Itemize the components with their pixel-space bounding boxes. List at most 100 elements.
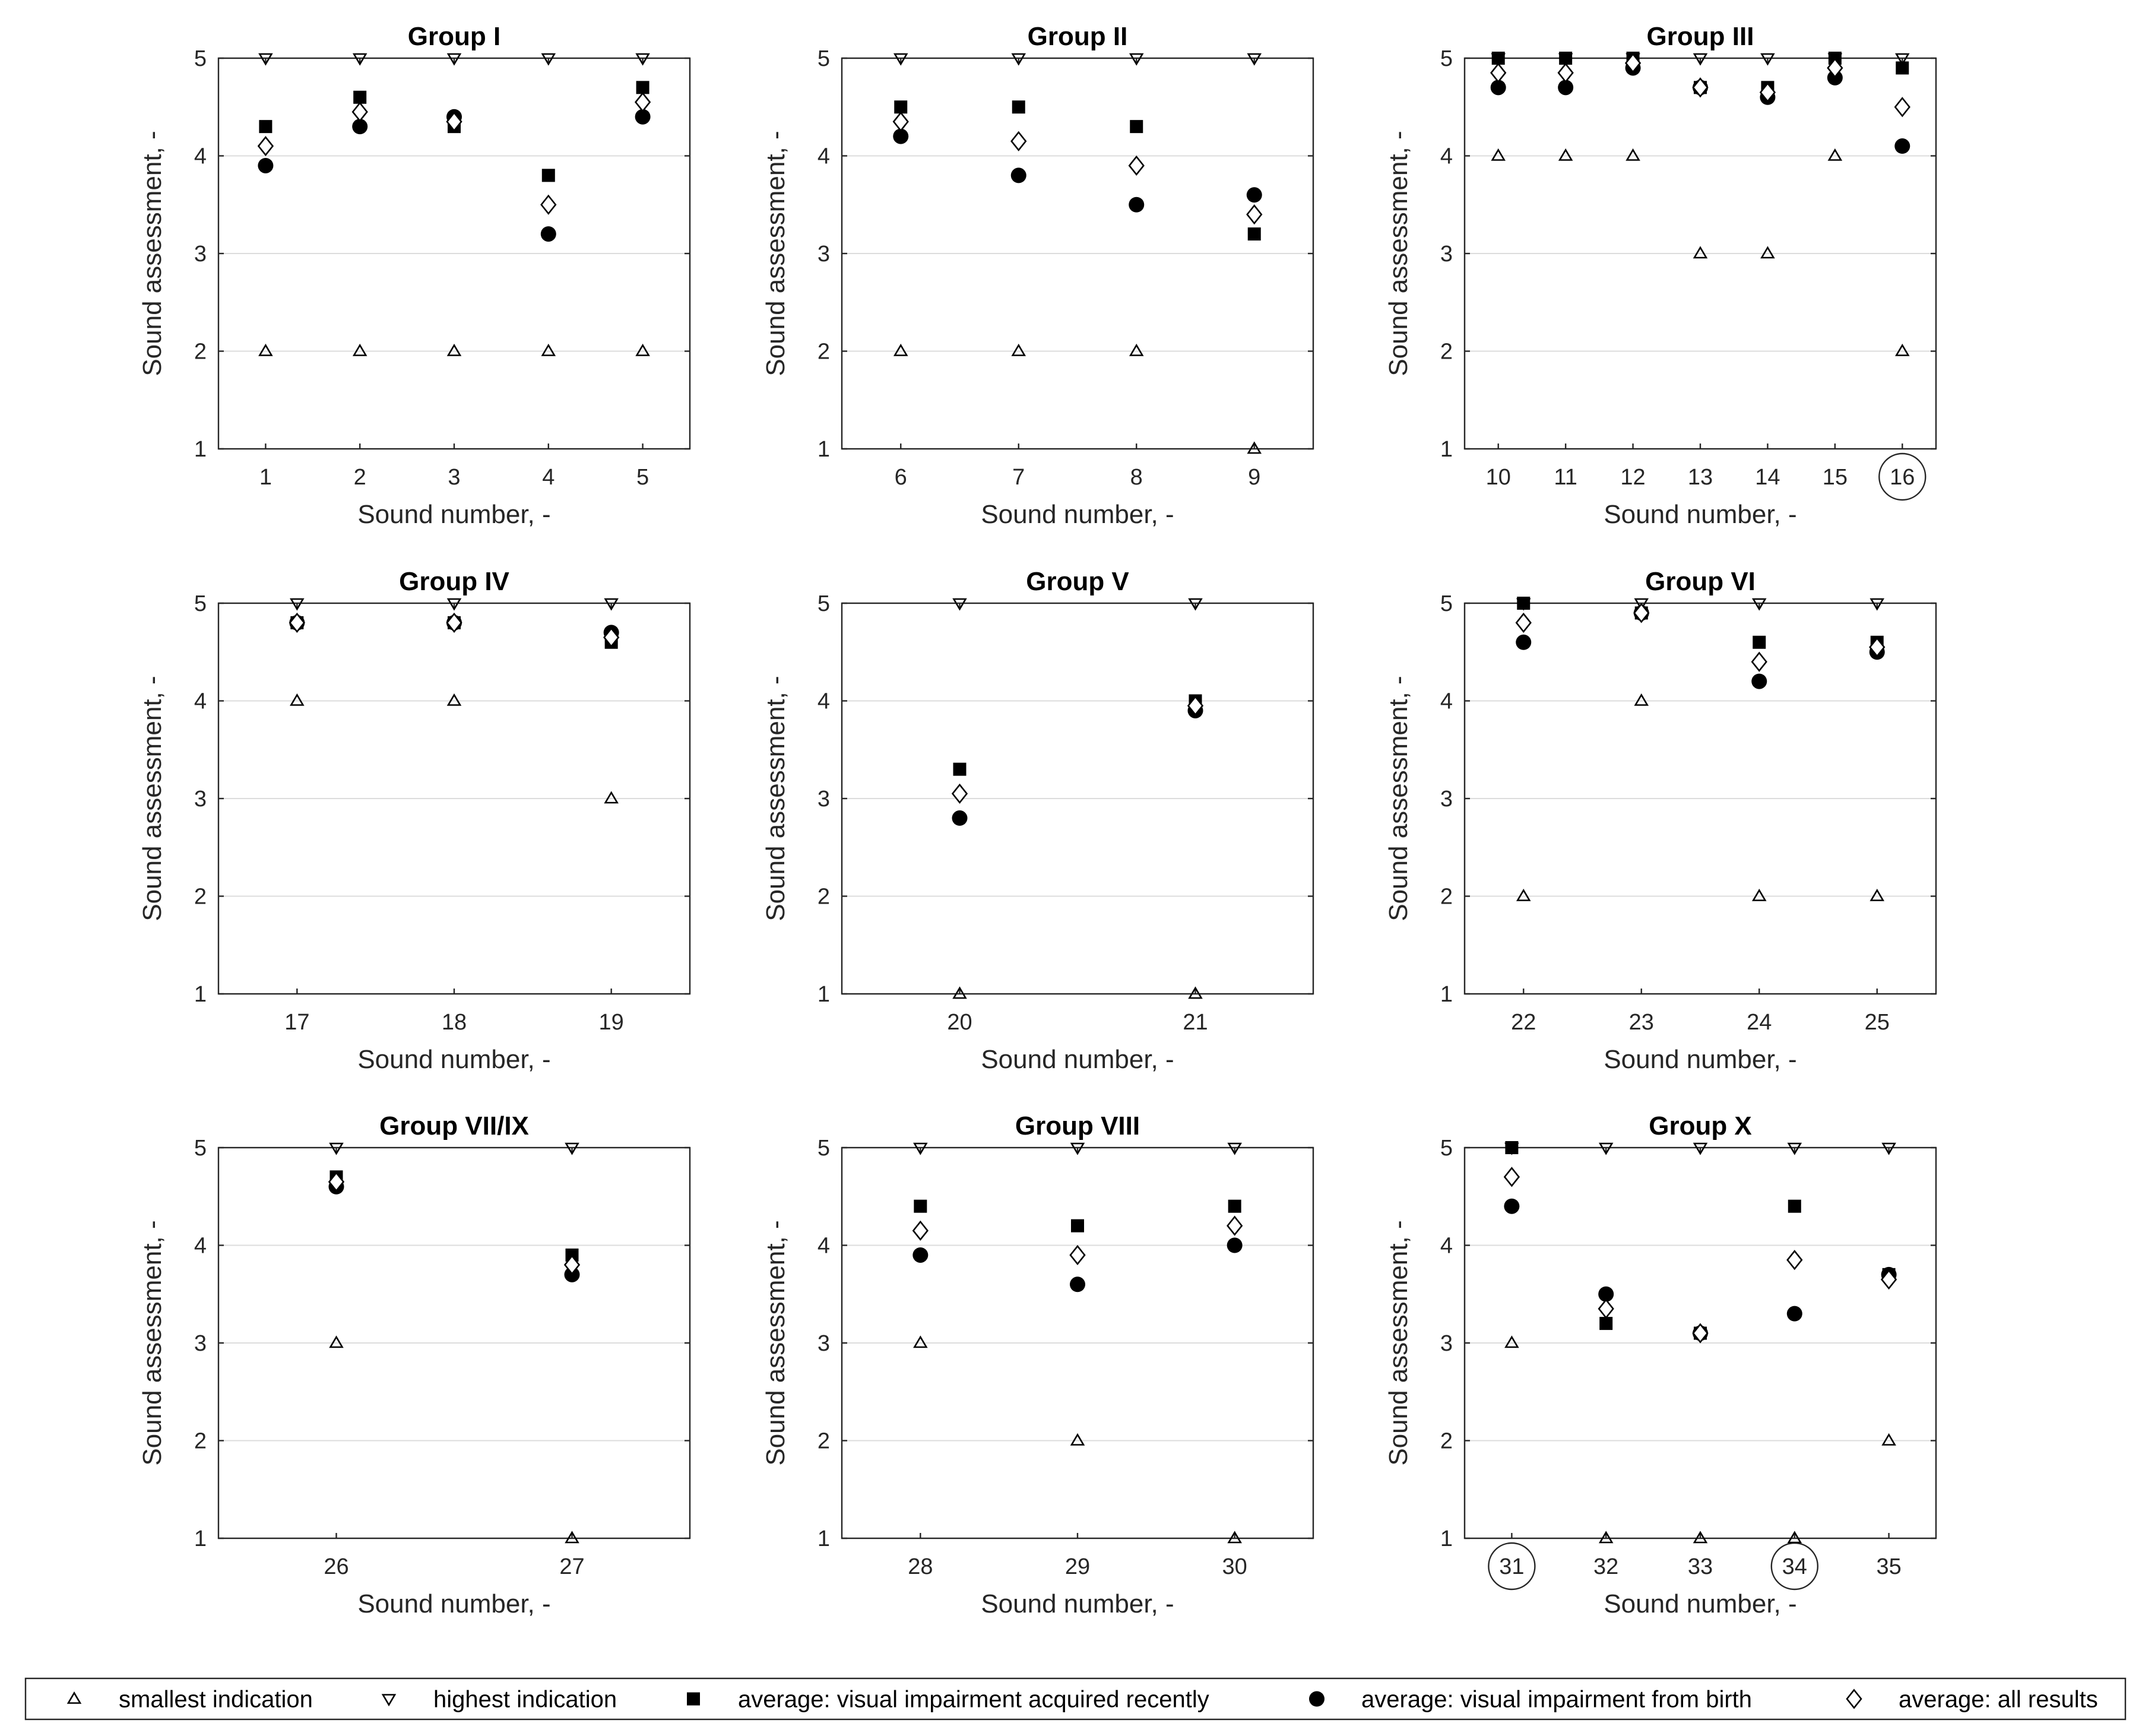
marker-recent xyxy=(1505,1141,1519,1154)
y-axis-label: Sound assessment, - xyxy=(1384,676,1413,921)
marker-all xyxy=(912,1220,929,1241)
marker-recent xyxy=(541,169,555,182)
panel-title: Group X xyxy=(1649,1111,1752,1141)
marker-birth xyxy=(635,109,651,125)
x-tick-label: 17 xyxy=(284,1010,309,1035)
marker-smallest xyxy=(258,343,273,356)
marker-highest xyxy=(1870,598,1885,611)
marker-smallest xyxy=(1895,343,1910,356)
x-tick-label: 8 xyxy=(1130,465,1143,490)
marker-recent xyxy=(1228,1199,1241,1213)
marker-birth xyxy=(1894,138,1910,154)
marker-all xyxy=(351,102,368,122)
x-tick-label: 31 xyxy=(1499,1554,1524,1579)
y-tick-label: 5 xyxy=(194,1136,207,1161)
marker-highest xyxy=(1070,1142,1085,1155)
highlight-circle xyxy=(1488,1542,1536,1591)
marker-highest xyxy=(1598,1142,1614,1155)
marker-smallest xyxy=(1504,1335,1519,1348)
y-tick-label: 2 xyxy=(1440,1429,1453,1454)
marker-highest xyxy=(541,53,556,66)
marker-all xyxy=(951,783,968,804)
x-axis-label: Sound number, - xyxy=(1604,1589,1796,1618)
x-tick-label: 7 xyxy=(1012,465,1025,490)
marker-smallest xyxy=(1751,888,1767,901)
marker-all xyxy=(563,1255,581,1275)
x-tick-label: 20 xyxy=(947,1010,972,1035)
x-axis-label: Sound number, - xyxy=(357,1045,550,1074)
marker-highest xyxy=(352,53,367,66)
x-tick-label: 15 xyxy=(1823,465,1848,490)
marker-smallest xyxy=(1011,343,1026,356)
marker-all xyxy=(1894,97,1910,118)
marker-all xyxy=(1827,58,1843,78)
y-axis-label: Sound assessment, - xyxy=(1384,131,1413,376)
marker-smallest xyxy=(635,343,650,356)
marker-highest xyxy=(1129,53,1144,66)
marker-recent xyxy=(894,100,908,114)
y-tick-label: 5 xyxy=(1440,1136,1453,1161)
x-tick-label: 22 xyxy=(1511,1010,1536,1035)
marker-all xyxy=(1490,62,1507,83)
marker-smallest xyxy=(1247,441,1262,454)
y-tick-label: 2 xyxy=(817,1429,830,1454)
x-tick-label: 33 xyxy=(1688,1554,1713,1579)
y-tick-label: 5 xyxy=(817,46,830,71)
marker-highest xyxy=(1188,598,1203,611)
marker-recent xyxy=(1012,100,1025,114)
panel-title: Group I xyxy=(408,22,500,51)
marker-highest xyxy=(1634,598,1649,611)
marker-recent xyxy=(1491,52,1505,65)
x-tick-label: 11 xyxy=(1554,465,1577,490)
y-tick-label: 4 xyxy=(1440,689,1453,714)
y-axis-label: Sound assessment, - xyxy=(761,131,790,376)
panel-title: Group VI xyxy=(1645,567,1756,596)
x-axis-label: Sound number, - xyxy=(1604,500,1796,529)
marker-recent xyxy=(1517,597,1531,610)
data-markers xyxy=(289,598,620,804)
marker-birth xyxy=(1786,1306,1802,1322)
y-tick-label: 4 xyxy=(1440,144,1453,169)
marker-highest xyxy=(1693,53,1708,66)
marker-highest xyxy=(1247,53,1262,66)
data-markers xyxy=(1503,1141,1897,1544)
marker-all xyxy=(1692,1323,1709,1344)
y-tick-label: 3 xyxy=(1440,787,1453,812)
data-markers xyxy=(328,1142,581,1544)
y-tick-label: 2 xyxy=(194,340,207,365)
x-tick-label: 9 xyxy=(1248,465,1260,490)
marker-all xyxy=(1633,603,1650,623)
marker-all xyxy=(1624,53,1642,74)
marker-smallest xyxy=(290,693,305,706)
legend-marker-smallest xyxy=(66,1691,82,1704)
marker-all xyxy=(257,135,274,157)
x-tick-label: 6 xyxy=(895,465,907,490)
marker-all xyxy=(1880,1269,1897,1290)
x-tick-label: 5 xyxy=(636,465,649,490)
marker-smallest xyxy=(1227,1531,1242,1544)
y-tick-label: 2 xyxy=(1440,340,1453,365)
y-tick-label: 1 xyxy=(194,437,207,462)
data-markers xyxy=(892,53,1263,454)
marker-all xyxy=(1128,155,1145,176)
x-tick-label: 13 xyxy=(1688,465,1713,490)
y-tick-label: 3 xyxy=(194,787,207,812)
y-tick-label: 1 xyxy=(194,1526,207,1551)
marker-smallest xyxy=(1634,693,1649,706)
panel-7: 1 2 3 4 5 26 27 Group VII/IX Sound number, - Soun… xyxy=(138,1111,691,1618)
panel-title: Group IV xyxy=(399,567,509,596)
y-tick-label: 2 xyxy=(817,340,830,365)
marker-smallest xyxy=(565,1531,579,1544)
x-tick-label: 32 xyxy=(1593,1554,1618,1579)
y-tick-label: 5 xyxy=(194,46,207,71)
x-axis-label: Sound number, - xyxy=(357,500,550,529)
marker-highest xyxy=(913,1142,928,1155)
marker-birth xyxy=(1070,1276,1085,1293)
marker-highest xyxy=(446,598,462,611)
x-tick-label: 35 xyxy=(1876,1554,1901,1579)
y-tick-label: 3 xyxy=(194,1331,207,1356)
y-tick-label: 3 xyxy=(817,1331,830,1356)
marker-smallest xyxy=(1870,888,1885,901)
